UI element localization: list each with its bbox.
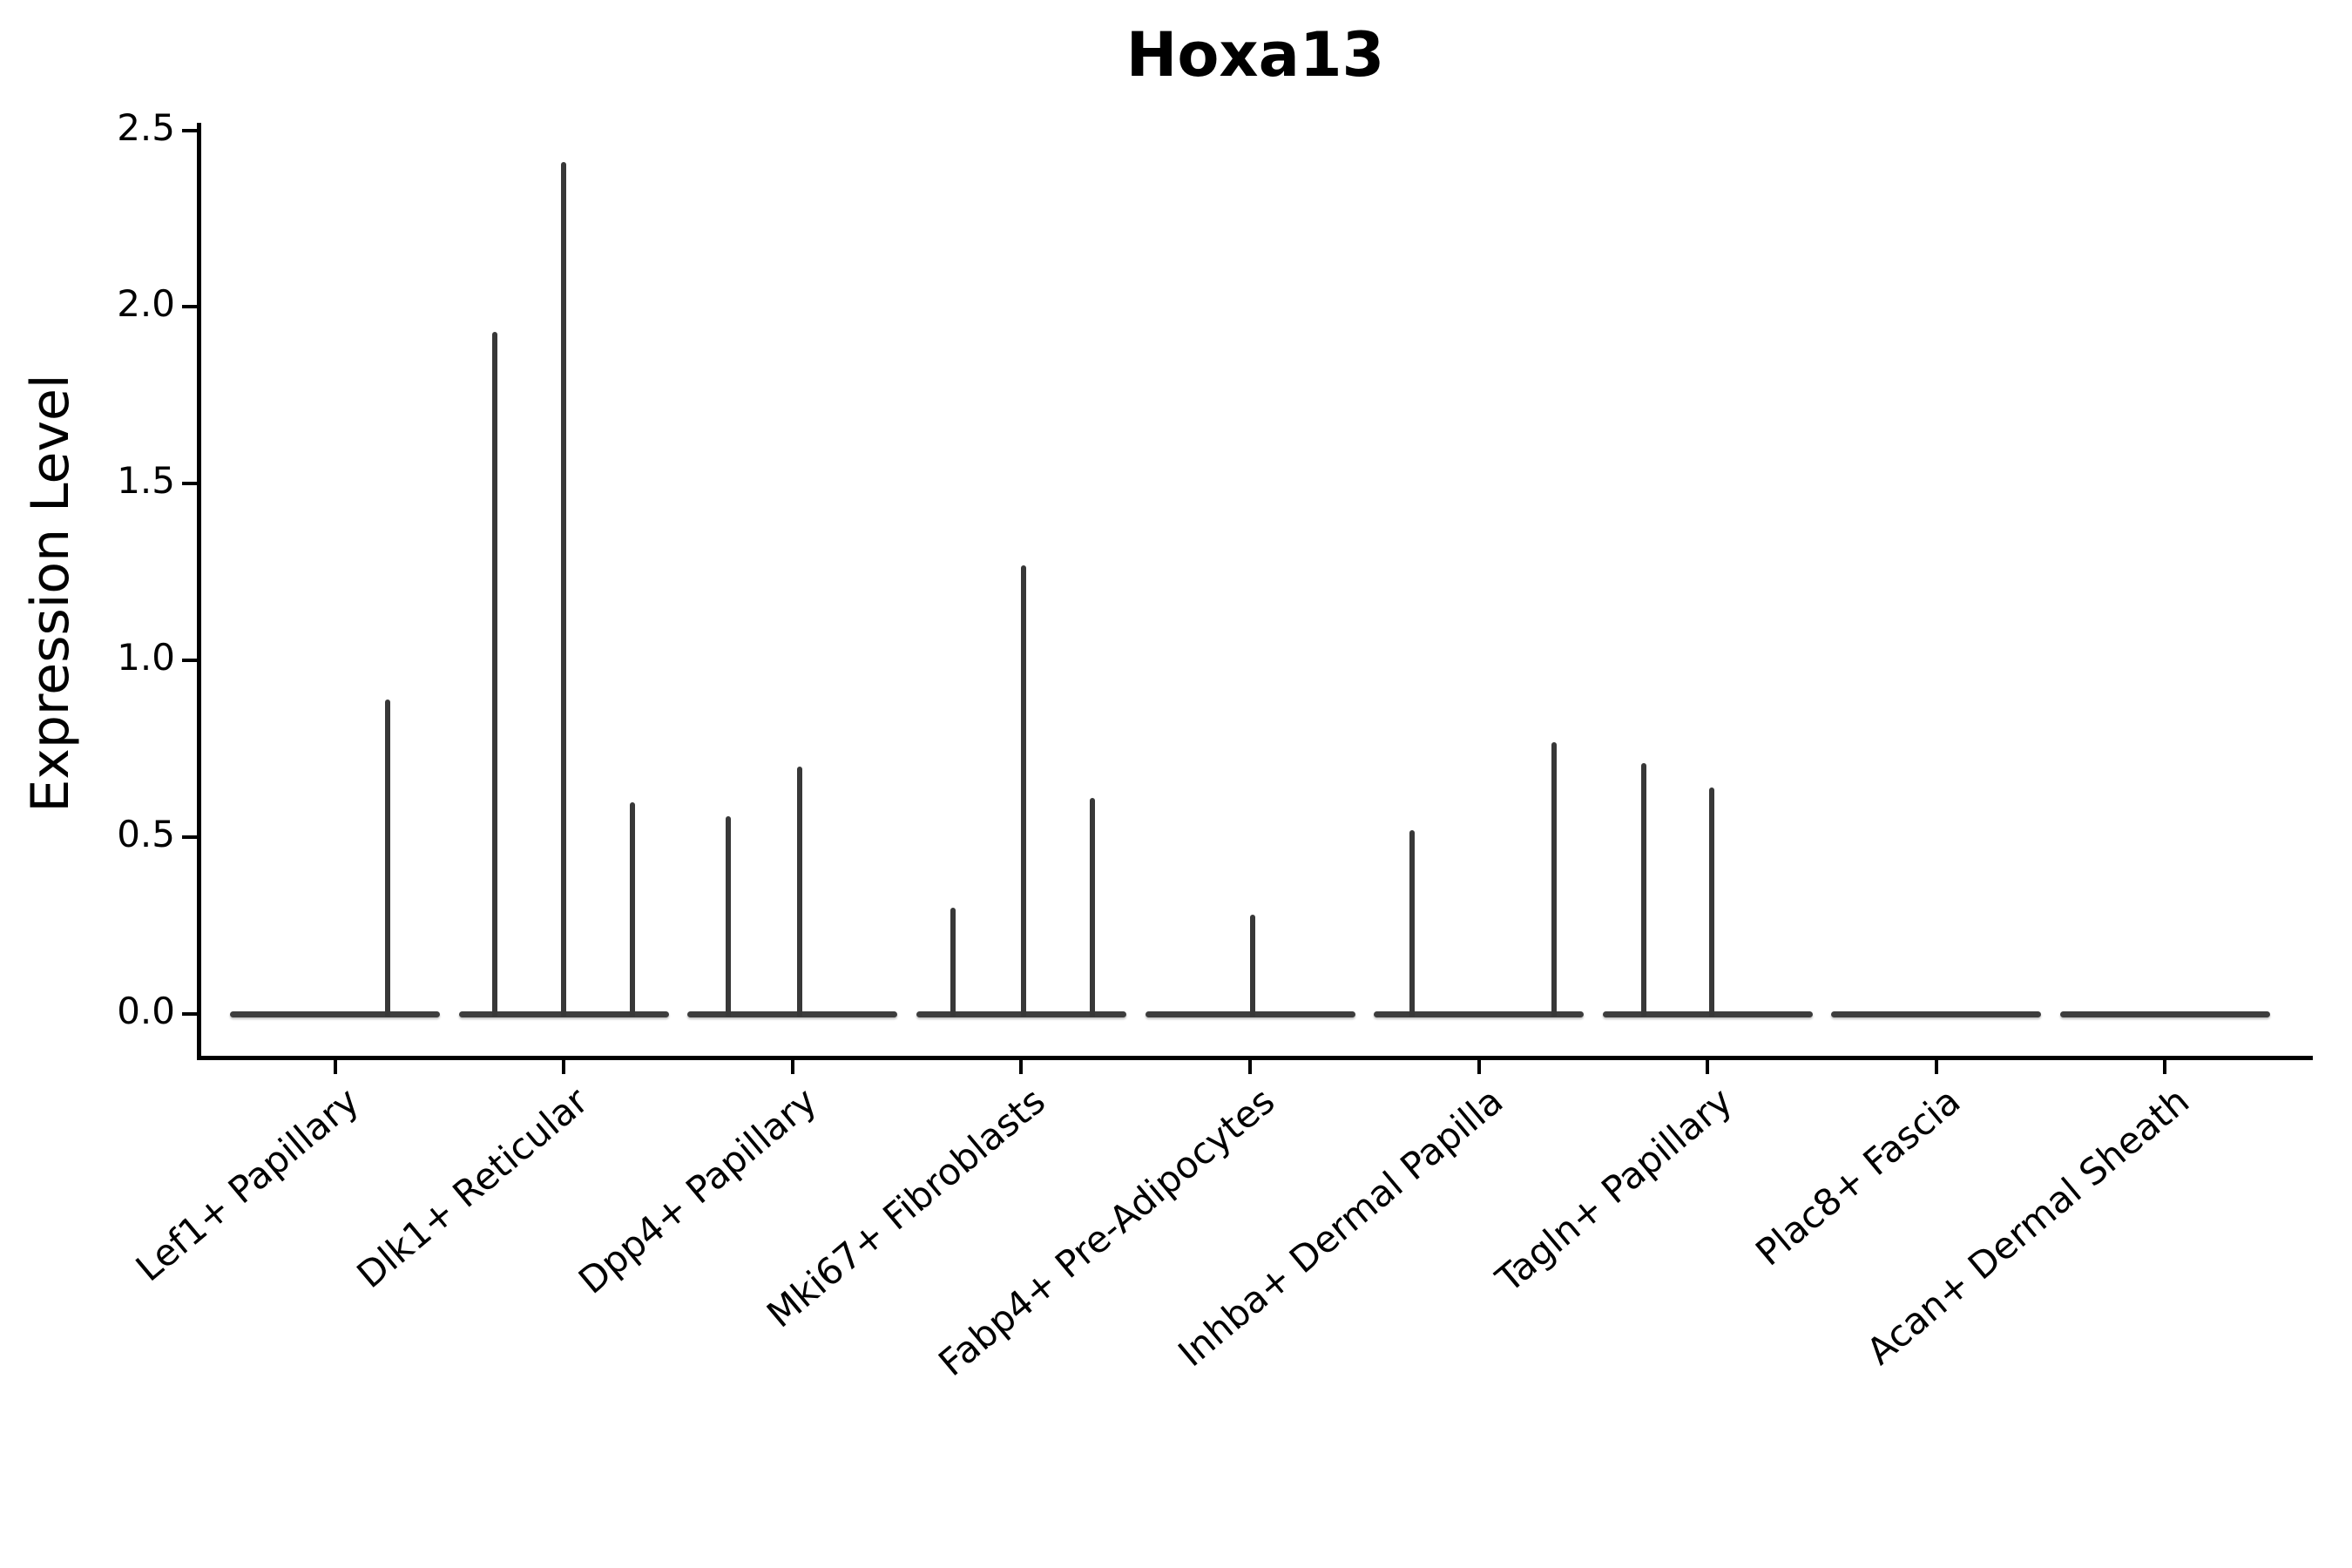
y-tick-mark — [182, 835, 197, 840]
violin-spike — [1021, 564, 1027, 1017]
violin-spike — [384, 699, 390, 1017]
x-tick-label: Dlk1+ Reticular — [348, 1078, 597, 1297]
x-tick-mark — [333, 1060, 337, 1074]
violin-spike — [950, 908, 956, 1017]
violin-spike — [1249, 915, 1255, 1017]
x-tick-mark — [1934, 1060, 1938, 1074]
x-tick-label: Dpp4+ Papillary — [571, 1078, 825, 1302]
y-axis-label: Expression Level — [20, 374, 81, 813]
violin-spike — [561, 162, 567, 1017]
violin-base — [230, 1010, 441, 1017]
y-tick-label: 0.5 — [117, 813, 175, 856]
y-tick-mark — [182, 305, 197, 309]
x-tick-mark — [1477, 1060, 1481, 1074]
x-tick-mark — [790, 1060, 794, 1074]
violin-spike — [796, 766, 802, 1017]
violin-spike — [492, 331, 498, 1017]
violin-spike — [726, 815, 732, 1017]
y-tick-mark — [182, 659, 197, 663]
x-tick-label: Tagln+ Papillary — [1487, 1078, 1740, 1301]
x-tick-mark — [562, 1060, 566, 1074]
violin-base — [1374, 1010, 1585, 1017]
violin-spike — [1551, 741, 1558, 1017]
x-tick-mark — [1019, 1060, 1024, 1074]
violin-spike — [1089, 798, 1095, 1017]
violin-spike — [629, 801, 635, 1017]
y-tick-label: 2.0 — [117, 282, 175, 326]
x-tick-mark — [2163, 1060, 2167, 1074]
violin-spike — [1640, 762, 1646, 1017]
x-axis-spine — [197, 1056, 2313, 1060]
y-tick-label: 1.5 — [117, 459, 175, 503]
violin-base — [1602, 1010, 1813, 1017]
y-tick-label: 1.0 — [117, 636, 175, 679]
violin-base — [2059, 1010, 2270, 1017]
chart-title: Hoxa13 — [1125, 19, 1385, 91]
x-tick-label: Plac8+ Fascia — [1747, 1078, 1969, 1274]
y-axis-spine — [197, 123, 201, 1060]
y-tick-mark — [182, 1012, 197, 1016]
violin-base — [687, 1010, 898, 1017]
y-tick-mark — [182, 128, 197, 132]
violin-spike — [1409, 829, 1416, 1017]
y-tick-mark — [182, 482, 197, 486]
violin-spike — [1709, 787, 1715, 1017]
x-tick-mark — [1706, 1060, 1710, 1074]
y-tick-label: 2.5 — [117, 105, 175, 149]
x-tick-label: Lef1+ Papillary — [127, 1078, 368, 1290]
x-tick-mark — [1248, 1060, 1252, 1074]
y-tick-label: 0.0 — [117, 990, 175, 1032]
violin-base — [1831, 1010, 2042, 1017]
